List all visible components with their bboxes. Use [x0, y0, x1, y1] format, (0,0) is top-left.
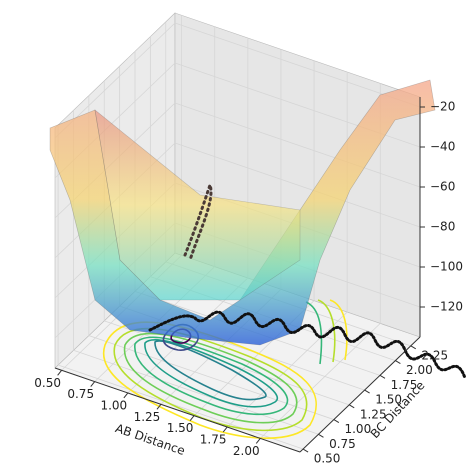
surface: [94, 109, 301, 301]
y-tick: [348, 404, 355, 409]
grid-line: [174, 102, 421, 188]
x-tick: [255, 438, 261, 444]
x-tick: [57, 369, 63, 376]
trajectory: [148, 310, 467, 380]
grid-line: [226, 311, 348, 428]
y-tick-label: 0.50: [314, 452, 341, 465]
x-tick: [90, 381, 96, 387]
y-tick-label: 1.50: [375, 393, 402, 407]
x-tick-label: 2.00: [233, 444, 260, 458]
y-tick-label: 1.25: [360, 407, 387, 421]
z-tick-label: −120: [430, 300, 463, 314]
y-tick-label: 2.25: [421, 348, 448, 362]
x-tick: [189, 415, 195, 421]
x-axis: [54, 367, 301, 453]
x-tick: [156, 404, 162, 410]
grid-line: [57, 364, 304, 450]
z-tick-label: −60: [430, 180, 455, 194]
z-tick-label: −80: [430, 220, 455, 234]
y-axis: [299, 336, 421, 453]
grid-line: [174, 142, 421, 228]
y-tick: [302, 448, 309, 453]
trajectory: [183, 180, 213, 262]
grid-line: [259, 323, 381, 439]
x-tick-label: 1.25: [134, 410, 161, 424]
grid-line: [88, 335, 334, 420]
y-tick: [395, 360, 401, 365]
x-tick-label: 0.75: [67, 387, 94, 401]
x-tick: [222, 426, 228, 433]
y-tick-label: 0.75: [329, 437, 356, 451]
y-tick: [364, 389, 370, 394]
contours: [49, 79, 467, 439]
z-tick-label: −40: [430, 140, 455, 154]
y-tick-label: 1.00: [344, 422, 371, 436]
y-tick-label: 2.00: [406, 363, 433, 377]
x-tick-label: 0.50: [34, 376, 61, 390]
x-tick-label: 1.50: [167, 421, 194, 435]
z-tick-label: −100: [430, 260, 463, 274]
grid-line: [73, 349, 319, 435]
x-tick-label: 1.00: [100, 398, 127, 412]
y-tick: [379, 374, 386, 379]
x-tick: [123, 392, 129, 399]
x-tick-label: 1.75: [200, 433, 227, 447]
grid-line: [174, 22, 421, 108]
y-tick: [333, 419, 340, 423]
z-tick-label: −20: [430, 100, 455, 114]
y-tick: [318, 433, 324, 438]
y-tick: [410, 345, 417, 350]
y-tick-label: 1.75: [391, 378, 418, 392]
